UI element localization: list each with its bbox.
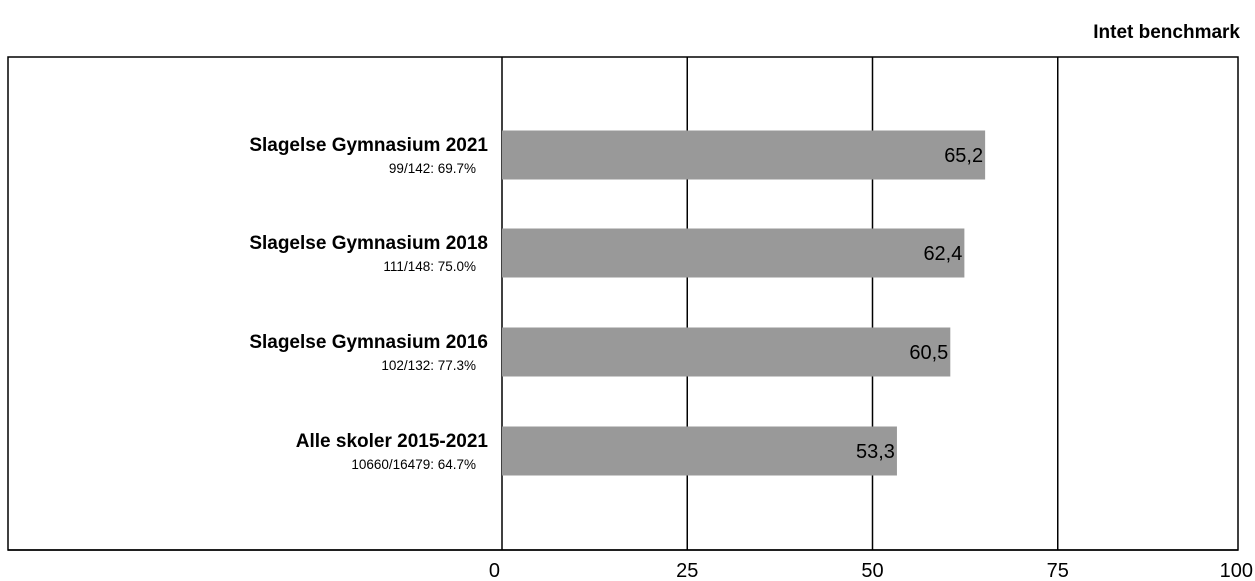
category-label: Slagelse Gymnasium 2018 bbox=[249, 233, 488, 254]
bar bbox=[502, 426, 897, 476]
bars: 65,2 62,4 60,5 53,3 bbox=[502, 130, 986, 476]
benchmark-label: Intet benchmark bbox=[1093, 22, 1240, 43]
bar bbox=[502, 228, 965, 278]
category-sublabel: 10660/16479: 64.7% bbox=[351, 457, 476, 472]
bar bbox=[502, 327, 951, 377]
category-sublabel: 111/148: 75.0% bbox=[383, 259, 476, 274]
bar-value-label: 60,5 bbox=[909, 342, 948, 364]
category-sublabel: 102/132: 77.3% bbox=[381, 358, 476, 373]
bar-value-label: 62,4 bbox=[923, 243, 962, 265]
category-label: Slagelse Gymnasium 2021 bbox=[249, 135, 488, 156]
x-axis-ticks: 0 25 50 75 100 bbox=[489, 560, 1253, 581]
x-tick-label: 75 bbox=[1047, 560, 1069, 581]
x-tick-label: 50 bbox=[861, 560, 883, 581]
x-tick-label: 100 bbox=[1220, 560, 1253, 581]
category-labels: Slagelse Gymnasium 2021 99/142: 69.7% Slag… bbox=[249, 135, 488, 472]
bar-value-label: 65,2 bbox=[944, 145, 983, 167]
x-tick-label: 0 bbox=[489, 560, 500, 581]
category-sublabel: 99/142: 69.7% bbox=[389, 161, 476, 176]
category-label: Slagelse Gymnasium 2016 bbox=[249, 332, 488, 353]
bar bbox=[502, 130, 986, 180]
category-label: Alle skoler 2015-2021 bbox=[296, 431, 489, 452]
bar-value-label: 53,3 bbox=[856, 441, 895, 463]
x-tick-label: 25 bbox=[676, 560, 698, 581]
